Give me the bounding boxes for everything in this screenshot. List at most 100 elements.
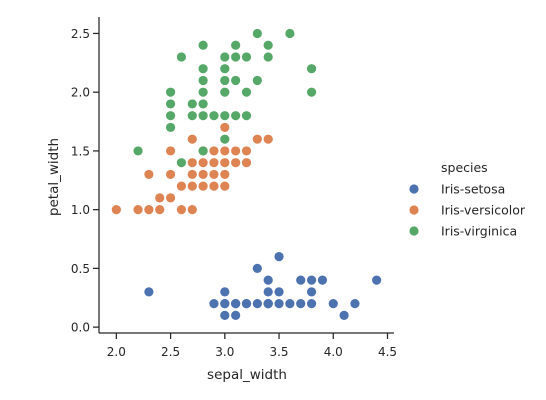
data-point bbox=[350, 299, 360, 309]
data-point bbox=[220, 52, 230, 62]
data-point bbox=[111, 205, 121, 215]
data-point bbox=[187, 169, 197, 180]
points-layer bbox=[111, 28, 382, 320]
data-point bbox=[198, 75, 208, 86]
data-point bbox=[176, 205, 187, 215]
data-point bbox=[220, 75, 230, 86]
data-point bbox=[176, 52, 187, 62]
x-tick-label: 4.0 bbox=[324, 345, 343, 359]
data-point bbox=[252, 299, 262, 309]
data-point bbox=[187, 99, 197, 109]
legend: species Iris-setosa Iris-versicolor Iris-v… bbox=[409, 160, 526, 239]
data-point bbox=[155, 205, 165, 215]
data-point bbox=[165, 122, 176, 133]
data-point bbox=[274, 252, 284, 262]
legend-marker bbox=[409, 205, 419, 215]
data-point bbox=[187, 158, 197, 168]
data-point bbox=[231, 146, 241, 156]
data-point bbox=[220, 111, 230, 121]
x-tick-label: 3.0 bbox=[215, 345, 234, 359]
x-tick-label: 2.0 bbox=[107, 345, 126, 359]
data-point bbox=[241, 111, 252, 121]
data-point bbox=[274, 299, 284, 309]
data-point bbox=[231, 75, 241, 86]
y-tick-label: 2.5 bbox=[71, 27, 90, 41]
data-point bbox=[220, 146, 230, 156]
data-point bbox=[176, 181, 187, 191]
data-point bbox=[220, 64, 230, 74]
data-point bbox=[209, 146, 219, 156]
data-point bbox=[306, 299, 317, 309]
data-point bbox=[263, 40, 273, 50]
legend-marker bbox=[409, 184, 419, 194]
data-point bbox=[296, 299, 306, 309]
data-point bbox=[241, 52, 252, 62]
data-point bbox=[198, 64, 208, 74]
data-point bbox=[252, 134, 262, 144]
data-point bbox=[241, 87, 252, 97]
data-point bbox=[252, 263, 262, 273]
data-point bbox=[263, 299, 273, 309]
data-point bbox=[231, 40, 241, 50]
data-point bbox=[220, 287, 230, 297]
data-point bbox=[165, 146, 176, 156]
legend-label: Iris-versicolor bbox=[441, 203, 526, 218]
data-point bbox=[187, 205, 197, 215]
data-point bbox=[252, 75, 262, 86]
x-tick-label: 4.5 bbox=[378, 345, 397, 359]
data-point bbox=[328, 299, 338, 309]
data-point bbox=[306, 275, 317, 285]
data-point bbox=[220, 158, 230, 168]
x-tick-label: 3.5 bbox=[269, 345, 288, 359]
data-point bbox=[165, 99, 176, 109]
data-point bbox=[220, 122, 230, 133]
y-tick-label: 2.0 bbox=[71, 86, 90, 100]
data-point bbox=[220, 134, 230, 144]
data-point bbox=[241, 146, 252, 156]
data-point bbox=[220, 169, 230, 180]
data-point bbox=[306, 64, 317, 74]
data-point bbox=[144, 287, 154, 297]
data-point bbox=[231, 111, 241, 121]
y-tick-label: 1.5 bbox=[71, 144, 90, 158]
data-point bbox=[220, 87, 230, 97]
data-point bbox=[144, 205, 154, 215]
data-point bbox=[187, 134, 197, 144]
data-point bbox=[372, 275, 382, 285]
data-point bbox=[209, 299, 219, 309]
data-point bbox=[296, 275, 306, 285]
data-point bbox=[187, 111, 197, 121]
data-point bbox=[231, 158, 241, 168]
data-point bbox=[263, 134, 273, 144]
data-point bbox=[165, 111, 176, 121]
x-tick-label: 2.5 bbox=[161, 345, 180, 359]
data-point bbox=[198, 111, 208, 121]
data-point bbox=[231, 52, 241, 62]
y-tick-label: 0.0 bbox=[71, 321, 90, 335]
data-point bbox=[198, 40, 208, 50]
data-point bbox=[241, 299, 252, 309]
data-point bbox=[231, 310, 241, 320]
legend-title: species bbox=[441, 160, 488, 175]
data-point bbox=[133, 205, 143, 215]
data-point bbox=[263, 275, 273, 285]
data-point bbox=[198, 146, 208, 156]
data-point bbox=[220, 181, 230, 191]
legend-marker bbox=[409, 226, 419, 236]
legend-label: Iris-virginica bbox=[441, 224, 517, 239]
ticks-layer: 2.0 2.5 3.0 3.5 4.0 4.5 0.0 0.5 1.0 1.5 2.0 2.5 bbox=[71, 27, 397, 359]
data-point bbox=[306, 287, 317, 297]
data-point bbox=[198, 169, 208, 180]
data-point bbox=[209, 169, 219, 180]
data-point bbox=[209, 111, 219, 121]
data-point bbox=[165, 193, 176, 203]
data-point bbox=[133, 146, 143, 156]
data-point bbox=[176, 158, 187, 168]
data-point bbox=[306, 87, 317, 97]
data-point bbox=[209, 181, 219, 191]
y-tick-label: 0.5 bbox=[71, 262, 90, 276]
data-point bbox=[144, 169, 154, 180]
data-point bbox=[165, 87, 176, 97]
x-axis-title: sepal_width bbox=[207, 367, 287, 383]
